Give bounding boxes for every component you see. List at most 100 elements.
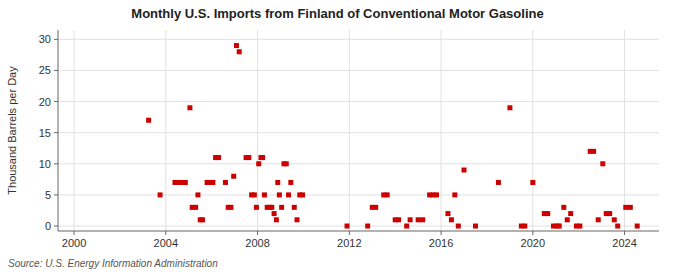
point [288,180,293,185]
tick-mark [54,194,58,195]
points [146,43,640,228]
grid-line [58,132,659,133]
point [607,211,612,216]
tick-label: 2004 [154,237,178,249]
tick-label: 20 [39,96,51,108]
tick-mark [54,70,58,71]
grid-line [349,30,350,231]
point [195,192,200,197]
grid-line [58,70,659,71]
tick-label: 2000 [62,237,86,249]
tick-label: 0 [45,220,51,232]
point [445,211,450,216]
point [292,205,297,210]
point [300,192,305,197]
point [408,217,413,222]
point [274,217,279,222]
point [223,180,228,185]
grid-line [165,30,166,231]
tick-label: 25 [39,64,51,76]
point [416,217,421,222]
point [277,192,282,197]
tick-mark [532,231,533,235]
point [628,205,633,210]
point [522,224,527,229]
point [256,161,261,166]
point [404,224,409,229]
tick-label: 10 [39,158,51,170]
point [530,180,535,185]
point [615,224,620,229]
point [262,192,267,197]
ticks: 0510152025302000200420082012201620202024 [39,33,637,249]
grid-line [532,30,533,231]
point [507,105,512,110]
point [600,161,605,166]
point [183,180,188,185]
tick-label: 15 [39,127,51,139]
point [612,217,617,222]
point [561,205,566,210]
point [254,205,259,210]
tick-mark [441,231,442,235]
grid-line [624,30,625,231]
point [456,224,461,229]
grid-line [74,30,75,231]
y-axis-line [58,30,59,231]
tick-mark [54,132,58,133]
tick-mark [349,231,350,235]
point [146,118,151,123]
tick-mark [165,231,166,235]
point [452,192,457,197]
point [496,180,501,185]
grid-line [441,30,442,231]
grid-line [58,163,659,164]
point [635,224,640,229]
tick-mark [54,101,58,102]
point [193,205,198,210]
point [449,217,454,222]
point [345,224,350,229]
tick-mark [624,231,625,235]
point [187,105,192,110]
tick-mark [54,163,58,164]
tick-label: 30 [39,33,51,45]
grid-line [58,101,659,102]
point [545,211,550,216]
point [373,205,378,210]
title: Monthly U.S. Imports from Finland of Con… [131,6,543,21]
tick-mark [74,231,75,235]
grid-line [58,226,659,227]
point [279,205,284,210]
grid-line [257,30,258,231]
point [385,192,390,197]
tick-label: 2024 [612,237,636,249]
tick-label: 2020 [521,237,545,249]
chart: 0510152025302000200420082012201620202024… [0,0,675,275]
point [272,211,277,216]
point [234,43,239,48]
point [246,155,251,160]
tick-label: 2016 [429,237,453,249]
x-axis-line [58,231,659,232]
point [252,192,257,197]
annotation: Source: U.S. Energy Information Administ… [8,258,218,269]
point [577,224,582,229]
point [286,192,291,197]
point [269,205,274,210]
point [434,192,439,197]
point [365,224,370,229]
point [237,49,242,54]
tick-mark [54,39,58,40]
point [158,192,163,197]
point [596,217,601,222]
tick-label: 5 [45,189,51,201]
grid [58,30,659,231]
point [275,180,280,185]
point [228,205,233,210]
point [260,155,265,160]
point [200,217,205,222]
point [462,168,467,173]
tick-label: 2012 [337,237,361,249]
grid-line [58,194,659,195]
